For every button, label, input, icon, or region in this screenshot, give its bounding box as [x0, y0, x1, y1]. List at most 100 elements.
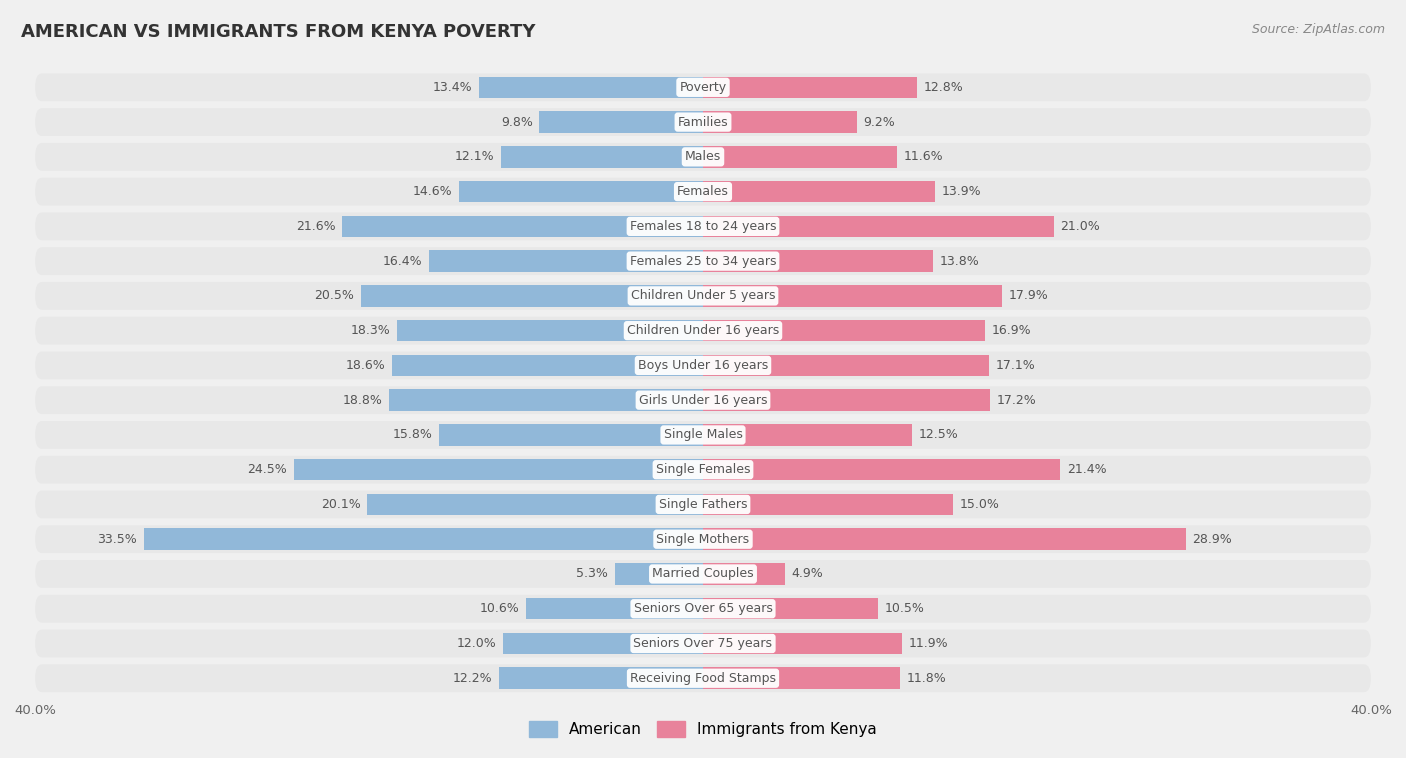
Bar: [703, 215, 1053, 237]
FancyBboxPatch shape: [35, 664, 1371, 692]
Text: 12.1%: 12.1%: [454, 150, 495, 164]
Text: 13.9%: 13.9%: [942, 185, 981, 198]
Text: 5.3%: 5.3%: [576, 568, 607, 581]
Text: 15.8%: 15.8%: [392, 428, 433, 441]
Text: Girls Under 16 years: Girls Under 16 years: [638, 393, 768, 407]
Text: Boys Under 16 years: Boys Under 16 years: [638, 359, 768, 372]
FancyBboxPatch shape: [35, 108, 1371, 136]
Text: 12.8%: 12.8%: [924, 81, 963, 94]
Text: 14.6%: 14.6%: [413, 185, 453, 198]
FancyBboxPatch shape: [35, 421, 1371, 449]
Text: 21.0%: 21.0%: [1060, 220, 1099, 233]
FancyBboxPatch shape: [35, 143, 1371, 171]
FancyBboxPatch shape: [35, 177, 1371, 205]
FancyBboxPatch shape: [35, 560, 1371, 588]
Bar: [703, 668, 900, 689]
Bar: [392, 355, 703, 376]
FancyBboxPatch shape: [35, 630, 1371, 657]
Bar: [342, 215, 703, 237]
Bar: [703, 146, 897, 168]
Text: 9.8%: 9.8%: [501, 116, 533, 129]
Text: 20.1%: 20.1%: [321, 498, 361, 511]
Text: 33.5%: 33.5%: [97, 533, 136, 546]
Bar: [389, 390, 703, 411]
Text: 10.5%: 10.5%: [884, 602, 925, 615]
Bar: [703, 250, 934, 272]
Text: Receiving Food Stamps: Receiving Food Stamps: [630, 672, 776, 684]
Bar: [703, 459, 1060, 481]
Bar: [703, 355, 988, 376]
Text: 10.6%: 10.6%: [479, 602, 519, 615]
FancyBboxPatch shape: [35, 282, 1371, 310]
Bar: [429, 250, 703, 272]
FancyBboxPatch shape: [35, 352, 1371, 379]
FancyBboxPatch shape: [35, 525, 1371, 553]
Text: Children Under 16 years: Children Under 16 years: [627, 324, 779, 337]
Legend: American, Immigrants from Kenya: American, Immigrants from Kenya: [529, 721, 877, 737]
Text: 11.8%: 11.8%: [907, 672, 946, 684]
FancyBboxPatch shape: [35, 212, 1371, 240]
Text: Single Males: Single Males: [664, 428, 742, 441]
FancyBboxPatch shape: [35, 490, 1371, 518]
Text: Married Couples: Married Couples: [652, 568, 754, 581]
Bar: [703, 285, 1002, 307]
Bar: [501, 146, 703, 168]
Bar: [526, 598, 703, 619]
Bar: [703, 563, 785, 584]
Text: 9.2%: 9.2%: [863, 116, 896, 129]
Bar: [703, 320, 986, 341]
Text: Females: Females: [678, 185, 728, 198]
Text: 13.8%: 13.8%: [941, 255, 980, 268]
Bar: [703, 528, 1185, 550]
Text: 15.0%: 15.0%: [960, 498, 1000, 511]
Text: AMERICAN VS IMMIGRANTS FROM KENYA POVERTY: AMERICAN VS IMMIGRANTS FROM KENYA POVERT…: [21, 23, 536, 41]
Text: Seniors Over 75 years: Seniors Over 75 years: [634, 637, 772, 650]
Text: 12.5%: 12.5%: [918, 428, 957, 441]
Bar: [479, 77, 703, 98]
Bar: [703, 598, 879, 619]
Text: 4.9%: 4.9%: [792, 568, 824, 581]
Text: Single Females: Single Females: [655, 463, 751, 476]
Text: Families: Families: [678, 116, 728, 129]
Text: Children Under 5 years: Children Under 5 years: [631, 290, 775, 302]
Text: Single Fathers: Single Fathers: [659, 498, 747, 511]
Bar: [398, 320, 703, 341]
FancyBboxPatch shape: [35, 456, 1371, 484]
Bar: [367, 493, 703, 515]
Text: Single Mothers: Single Mothers: [657, 533, 749, 546]
Bar: [703, 111, 856, 133]
Bar: [294, 459, 703, 481]
Text: 12.2%: 12.2%: [453, 672, 492, 684]
Bar: [540, 111, 703, 133]
FancyBboxPatch shape: [35, 247, 1371, 275]
Text: 11.6%: 11.6%: [903, 150, 943, 164]
Bar: [703, 77, 917, 98]
FancyBboxPatch shape: [35, 387, 1371, 414]
Text: Seniors Over 65 years: Seniors Over 65 years: [634, 602, 772, 615]
Bar: [703, 493, 953, 515]
Text: 17.9%: 17.9%: [1008, 290, 1049, 302]
Bar: [460, 181, 703, 202]
FancyBboxPatch shape: [35, 595, 1371, 622]
Text: 20.5%: 20.5%: [314, 290, 354, 302]
Text: Source: ZipAtlas.com: Source: ZipAtlas.com: [1251, 23, 1385, 36]
Text: 21.6%: 21.6%: [297, 220, 336, 233]
Text: 16.4%: 16.4%: [382, 255, 422, 268]
Text: Males: Males: [685, 150, 721, 164]
Bar: [361, 285, 703, 307]
FancyBboxPatch shape: [35, 317, 1371, 345]
Text: 18.3%: 18.3%: [352, 324, 391, 337]
Text: 13.4%: 13.4%: [433, 81, 472, 94]
Text: 21.4%: 21.4%: [1067, 463, 1107, 476]
Text: 17.2%: 17.2%: [997, 393, 1036, 407]
Text: 11.9%: 11.9%: [908, 637, 948, 650]
Bar: [499, 668, 703, 689]
Text: 18.6%: 18.6%: [346, 359, 385, 372]
Text: Females 18 to 24 years: Females 18 to 24 years: [630, 220, 776, 233]
Text: 17.1%: 17.1%: [995, 359, 1035, 372]
Text: 28.9%: 28.9%: [1192, 533, 1232, 546]
Text: Females 25 to 34 years: Females 25 to 34 years: [630, 255, 776, 268]
Bar: [703, 181, 935, 202]
Text: Poverty: Poverty: [679, 81, 727, 94]
Bar: [703, 390, 990, 411]
